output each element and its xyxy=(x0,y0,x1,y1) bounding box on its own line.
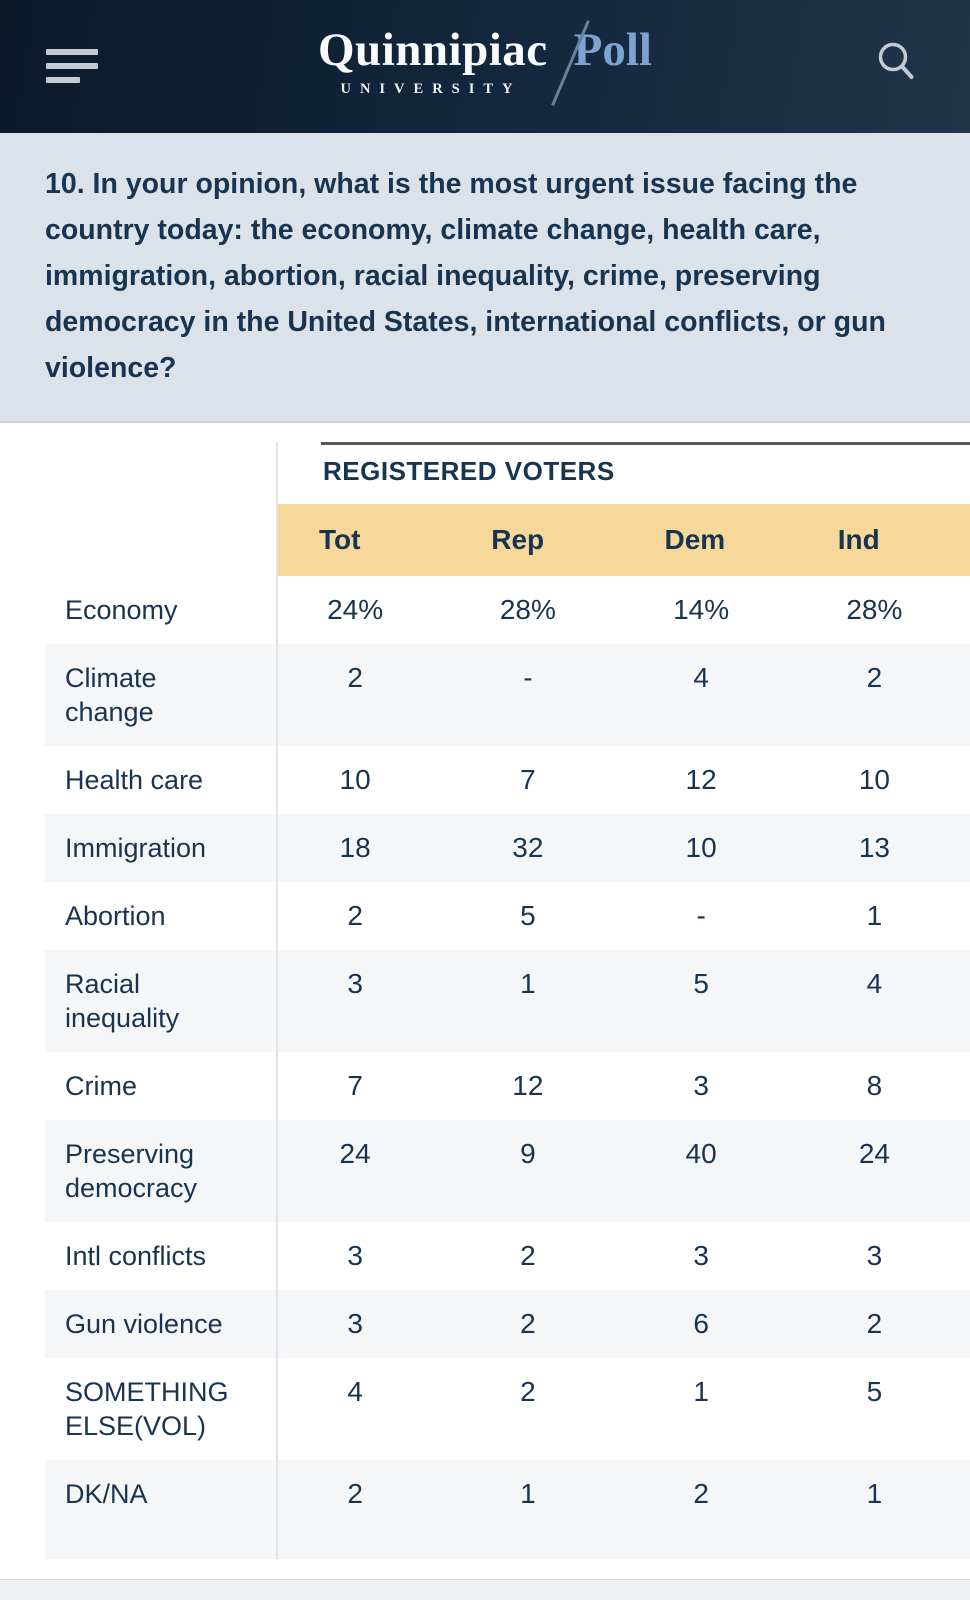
cell-value: 2 xyxy=(347,1478,363,1509)
cell-value: 3 xyxy=(866,1240,883,1271)
cell-value: 9 xyxy=(520,1138,536,1169)
cell-value: 4 xyxy=(693,662,709,693)
group-header-spacer xyxy=(45,442,278,504)
cell-value: 3 xyxy=(347,1240,363,1271)
table-row: Intl conflicts 3 2 3 3 xyxy=(45,1222,970,1290)
cell-value: 2 xyxy=(520,1308,536,1339)
row-label: Crime xyxy=(45,1052,278,1120)
cell-value: 28% xyxy=(499,594,556,625)
cell-value: - xyxy=(523,662,533,693)
cell-value: 2 xyxy=(866,662,883,693)
row-label: Climate change xyxy=(45,644,278,746)
table-row: Preserving democracy 24 9 40 24 xyxy=(45,1120,970,1222)
row-label: Immigration xyxy=(45,814,278,882)
cell-value: 10 xyxy=(685,832,717,863)
results-table: REGISTERED VOTERS Tot Rep Dem Ind Economy 24% 2… xyxy=(45,442,970,1559)
column-header-row: Tot Rep Dem Ind xyxy=(45,504,970,576)
table-row: DK/NA 2 1 2 1 xyxy=(45,1460,970,1559)
cell-value: 5 xyxy=(866,1376,883,1407)
cell-value: 10 xyxy=(858,764,890,795)
row-label: SOMETHING ELSE(VOL) xyxy=(45,1358,278,1460)
hamburger-icon xyxy=(46,49,98,55)
cell-value: 2 xyxy=(693,1478,709,1509)
cell-value: 14% xyxy=(673,594,730,625)
table-row: SOMETHING ELSE(VOL) 4 2 1 5 xyxy=(45,1358,970,1460)
cell-value: 3 xyxy=(347,968,363,999)
cell-value: 32 xyxy=(512,832,544,863)
row-label: Gun violence xyxy=(45,1290,278,1358)
cell-value: 8 xyxy=(866,1070,883,1101)
group-header: REGISTERED VOTERS xyxy=(321,442,970,504)
cell-value: 24 xyxy=(858,1138,890,1169)
column-header-tot: Tot xyxy=(277,504,451,576)
table-row: Abortion 2 5 - 1 xyxy=(45,882,970,950)
hamburger-icon xyxy=(46,63,98,69)
cell-value: 2 xyxy=(520,1376,536,1407)
footer-strip xyxy=(0,1579,970,1600)
top-bar: Quinnipiac Poll UNIVERSITY xyxy=(0,0,970,133)
table-row: Gun violence 3 2 6 2 xyxy=(45,1290,970,1358)
cell-value: 3 xyxy=(693,1070,709,1101)
cell-value: - xyxy=(696,900,706,931)
results-section: REGISTERED VOTERS Tot Rep Dem Ind Economy 24% 2… xyxy=(45,442,970,1559)
table-row: Immigration 18 32 10 13 xyxy=(45,814,970,882)
cell-value: 7 xyxy=(520,764,536,795)
cell-value: 5 xyxy=(520,900,536,931)
cell-value: 2 xyxy=(347,662,363,693)
group-header-row: REGISTERED VOTERS xyxy=(45,442,970,504)
table-row: Racial inequality 3 1 5 4 xyxy=(45,950,970,1052)
table-row: Health care 10 7 12 10 xyxy=(45,746,970,814)
row-label: Economy xyxy=(45,576,278,644)
table-row: Crime 7 12 3 8 xyxy=(45,1052,970,1120)
menu-button[interactable] xyxy=(46,49,98,83)
cell-value: 3 xyxy=(693,1240,709,1271)
cell-value: 18 xyxy=(339,832,371,863)
cell-value: 1 xyxy=(866,1478,883,1509)
cell-value: 4 xyxy=(866,968,883,999)
cell-value: 4 xyxy=(347,1376,363,1407)
cell-value: 24% xyxy=(327,594,384,625)
logo-subtitle: UNIVERSITY xyxy=(340,81,522,97)
hamburger-icon xyxy=(46,77,80,83)
cell-value: 12 xyxy=(512,1070,544,1101)
cell-value: 6 xyxy=(693,1308,709,1339)
cell-value: 24 xyxy=(339,1138,371,1169)
column-header-ind: Ind xyxy=(796,504,970,576)
cell-value: 1 xyxy=(693,1376,709,1407)
column-header-spacer xyxy=(45,504,278,576)
search-icon xyxy=(878,42,914,79)
cell-value: 28% xyxy=(846,594,903,625)
table-row: Climate change 2 - 4 2 xyxy=(45,644,970,746)
search-button[interactable] xyxy=(874,40,920,89)
cell-value: 5 xyxy=(693,968,709,999)
row-label: Health care xyxy=(45,746,278,814)
poll-question: 10. In your opinion, what is the most ur… xyxy=(0,133,970,423)
logo-poll: Poll xyxy=(573,24,652,76)
row-label: Racial inequality xyxy=(45,950,278,1052)
logo[interactable]: Quinnipiac Poll UNIVERSITY xyxy=(0,20,970,106)
table-row: Economy 24% 28% 14% 28% xyxy=(45,576,970,644)
cell-value: 10 xyxy=(339,764,371,795)
cell-value: 1 xyxy=(520,1478,536,1509)
cell-value: 13 xyxy=(858,832,890,863)
cell-value: 40 xyxy=(685,1138,717,1169)
row-label: Intl conflicts xyxy=(45,1222,278,1290)
cell-value: 12 xyxy=(685,764,717,795)
row-label: DK/NA xyxy=(45,1460,278,1559)
column-header-rep: Rep xyxy=(450,504,624,576)
logo-wordmark: Quinnipiac Poll xyxy=(0,20,970,106)
cell-value: 2 xyxy=(520,1240,536,1271)
column-header-dem: Dem xyxy=(623,504,797,576)
cell-value: 2 xyxy=(347,900,363,931)
cell-value: 1 xyxy=(866,900,883,931)
row-label: Preserving democracy xyxy=(45,1120,278,1222)
logo-brand: Quinnipiac xyxy=(318,24,548,76)
row-label: Abortion xyxy=(45,882,278,950)
cell-value: 3 xyxy=(347,1308,363,1339)
cell-value: 7 xyxy=(347,1070,363,1101)
cell-value: 2 xyxy=(866,1308,883,1339)
cell-value: 1 xyxy=(520,968,536,999)
